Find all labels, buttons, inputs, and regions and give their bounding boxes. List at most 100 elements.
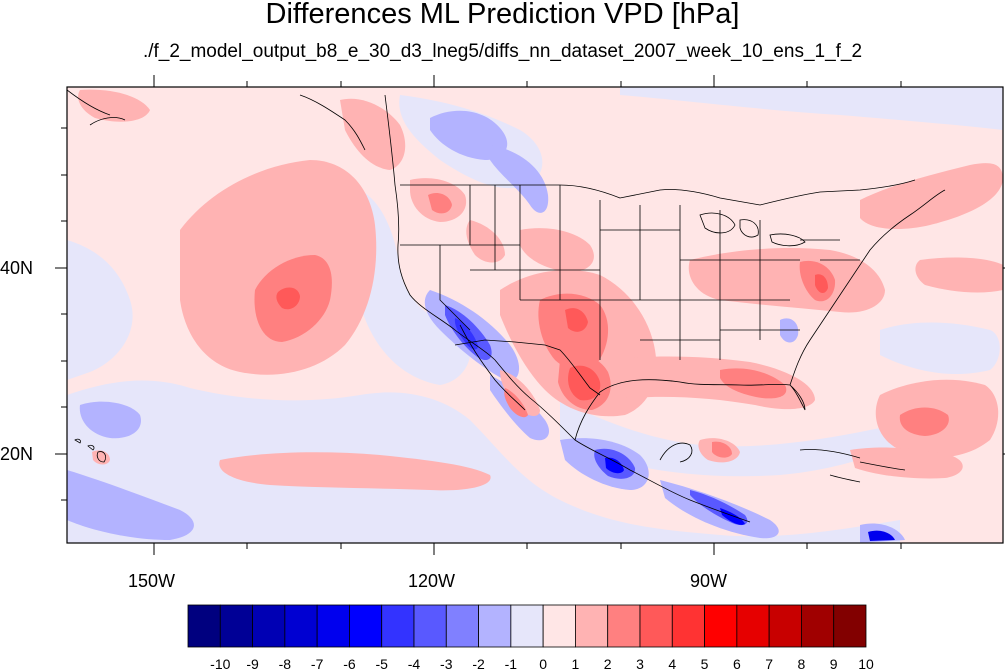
colorbar-tick-label: -10 (210, 656, 231, 672)
field-neg-coast (350, 190, 471, 385)
colorbar-swatch (704, 604, 738, 648)
coastline-baja (459, 324, 526, 411)
colorbar-swatch (639, 604, 673, 648)
colorbar-swatch (219, 604, 253, 648)
colorbar-swatch (413, 604, 447, 648)
field-pos3-southwest (538, 293, 609, 371)
colorbar-tick-label: 4 (668, 656, 677, 672)
map-subtitle: ./f_2_model_output_b8_e_30_d3_lneg5/diff… (142, 41, 863, 62)
colorbar-swatch (381, 604, 415, 648)
field-neg2-pacific-b (67, 470, 194, 540)
coastline-gulf (574, 379, 806, 441)
coastline-yucatan (659, 442, 693, 463)
colorbar-tick-label: -6 (343, 656, 356, 672)
canada-islands (67, 89, 366, 151)
border-canada (400, 179, 916, 206)
colorbar-swatch (252, 604, 286, 648)
field-neg-pacific-west (67, 240, 133, 380)
colorbar-tick-label: 9 (829, 656, 838, 672)
lat-label-20n: 20N (0, 444, 34, 464)
field-pos3-baja (504, 388, 528, 418)
field-neg5-mexico-core (605, 457, 624, 474)
colorbar-swatch (768, 604, 802, 648)
field-neg4-sw-corner (868, 530, 895, 541)
colorbar-swatch (736, 604, 770, 648)
colorbar-tick-label: 2 (603, 656, 612, 672)
field-pos1-pacific-south-band (219, 452, 491, 491)
field-pos1-pacific-north (340, 98, 406, 170)
field-pos3-atlantic-sw (899, 407, 949, 436)
field-pos1-northeast (860, 163, 1003, 230)
field-pos3-caribbean (712, 441, 732, 458)
field-pos3-washington (428, 193, 452, 214)
colorbar-tick-label: -2 (472, 656, 485, 672)
field-pos4-texas-core (568, 365, 601, 401)
colorbar (187, 604, 867, 648)
field-pos1-texas-coast (500, 370, 540, 416)
field-pos1-midatlantic (688, 248, 885, 313)
field-pos1-caribbean-east (850, 447, 963, 479)
map-boundaries (67, 89, 946, 523)
colorbar-tick-label: 6 (732, 656, 741, 672)
great-lakes (699, 212, 806, 247)
lon-label-120w: 120W (408, 571, 456, 591)
colorbar-swatch (349, 604, 383, 648)
colorbar-swatch (575, 604, 609, 648)
colorbar-tick-label: 7 (765, 656, 774, 672)
border-mexico (454, 339, 601, 396)
colorbar-swatch (671, 604, 705, 648)
field-pos1-pacific-nw (78, 89, 150, 122)
colorbar-tick-label: -5 (375, 656, 388, 672)
coastline-west (384, 94, 751, 523)
map-field (67, 87, 1003, 543)
state-lines (400, 185, 860, 360)
field-pos3-gulf-east (720, 368, 787, 399)
colorbar-swatch (510, 604, 544, 648)
colorbar-swatch (478, 604, 512, 648)
field-pos1-atlantic-east (915, 257, 1003, 293)
colorbar-tick-label: 8 (797, 656, 806, 672)
colorbar-swatch (284, 604, 318, 648)
colorbar-tick-label: -8 (278, 656, 292, 672)
caribbean-islands (799, 449, 906, 483)
colorbar-swatch (833, 604, 867, 648)
field-neg2-northwest (430, 110, 508, 160)
field-neg-atlantic-north (620, 87, 1003, 130)
colorbar-swatch (607, 604, 641, 648)
field-pos1-hawaii (92, 450, 110, 465)
map-ticks (55, 75, 1005, 555)
colorbar-tick-label: -9 (246, 656, 259, 672)
colorbar-swatch (542, 604, 576, 648)
colorbar-tick-label: -7 (310, 656, 324, 672)
field-pos4-delaware (815, 274, 828, 294)
field-pos1-central (520, 228, 594, 272)
field-neg2-pacific-a (79, 401, 141, 439)
colorbar-tick-label: 3 (636, 656, 644, 672)
colorbar-tick-label: 1 (571, 656, 580, 672)
colorbar-tick-label: 5 (700, 656, 709, 672)
coastline-east (789, 189, 946, 386)
map-title: Differences ML Prediction VPD [hPa] (265, 0, 740, 30)
field-pos4-pacific-core (276, 287, 300, 310)
lon-label-150w: 150W (128, 571, 176, 591)
hawaii-islands (74, 438, 106, 463)
colorbar-swatch (187, 604, 221, 648)
colorbar-tick-label: 0 (539, 656, 548, 672)
colorbar-swatch (801, 604, 835, 648)
field-neg5-central-am (720, 508, 745, 525)
colorbar-tick-label: -3 (440, 656, 453, 672)
field-neg-atlantic-mid (880, 322, 1000, 375)
colorbar-tick-label: -4 (407, 656, 421, 672)
field-neg2-northwest-b (490, 145, 549, 213)
colorbar-swatch (445, 604, 479, 648)
colorbar-tick-label: -1 (504, 656, 518, 672)
lon-label-90w: 90W (690, 571, 728, 591)
field-pos4-southwest (565, 308, 588, 332)
colorbar-tick-label: 10 (858, 656, 874, 672)
map-frame (66, 86, 1004, 544)
field-neg-pacific-southwest (67, 380, 900, 543)
field-neg2-carolina (780, 318, 799, 343)
colorbar-swatch (316, 604, 350, 648)
lat-label-40n: 40N (0, 258, 34, 278)
